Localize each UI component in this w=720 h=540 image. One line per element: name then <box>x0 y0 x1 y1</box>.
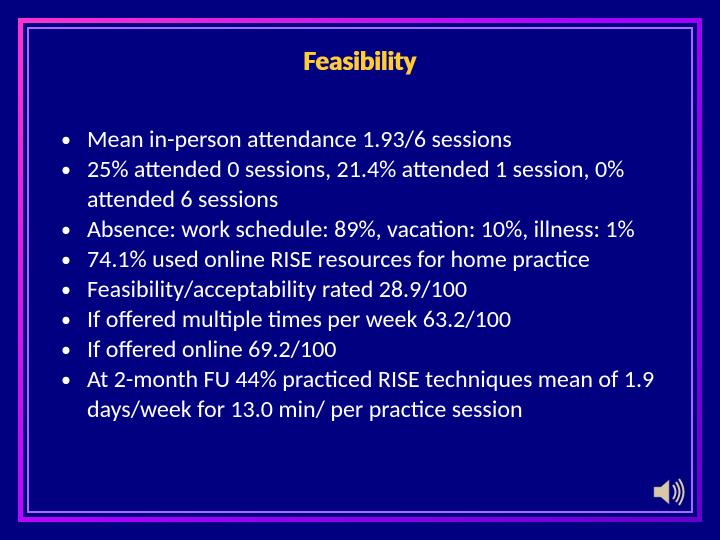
bullet-item: If offered online 69.2/100 <box>55 335 665 365</box>
bullet-list: Mean in-person attendance 1.93/6 session… <box>55 125 665 425</box>
speaker-icon <box>650 474 686 510</box>
bullet-item: 25% attended 0 sessions, 21.4% attended … <box>55 155 665 215</box>
bullet-item: Mean in-person attendance 1.93/6 session… <box>55 125 665 155</box>
slide: Feasibility Mean in-person attendance 1.… <box>0 0 720 540</box>
bullet-item: At 2-month FU 44% practiced RISE techniq… <box>55 365 665 425</box>
slide-content: Mean in-person attendance 1.93/6 session… <box>55 125 665 425</box>
bullet-item: Absence: work schedule: 89%, vacation: 1… <box>55 215 665 245</box>
bullet-item: Feasibility/acceptability rated 28.9/100 <box>55 275 665 305</box>
bullet-item: 74.1% used online RISE resources for hom… <box>55 245 665 275</box>
slide-title: Feasibility <box>0 45 720 78</box>
bullet-item: If offered multiple times per week 63.2/… <box>55 305 665 335</box>
